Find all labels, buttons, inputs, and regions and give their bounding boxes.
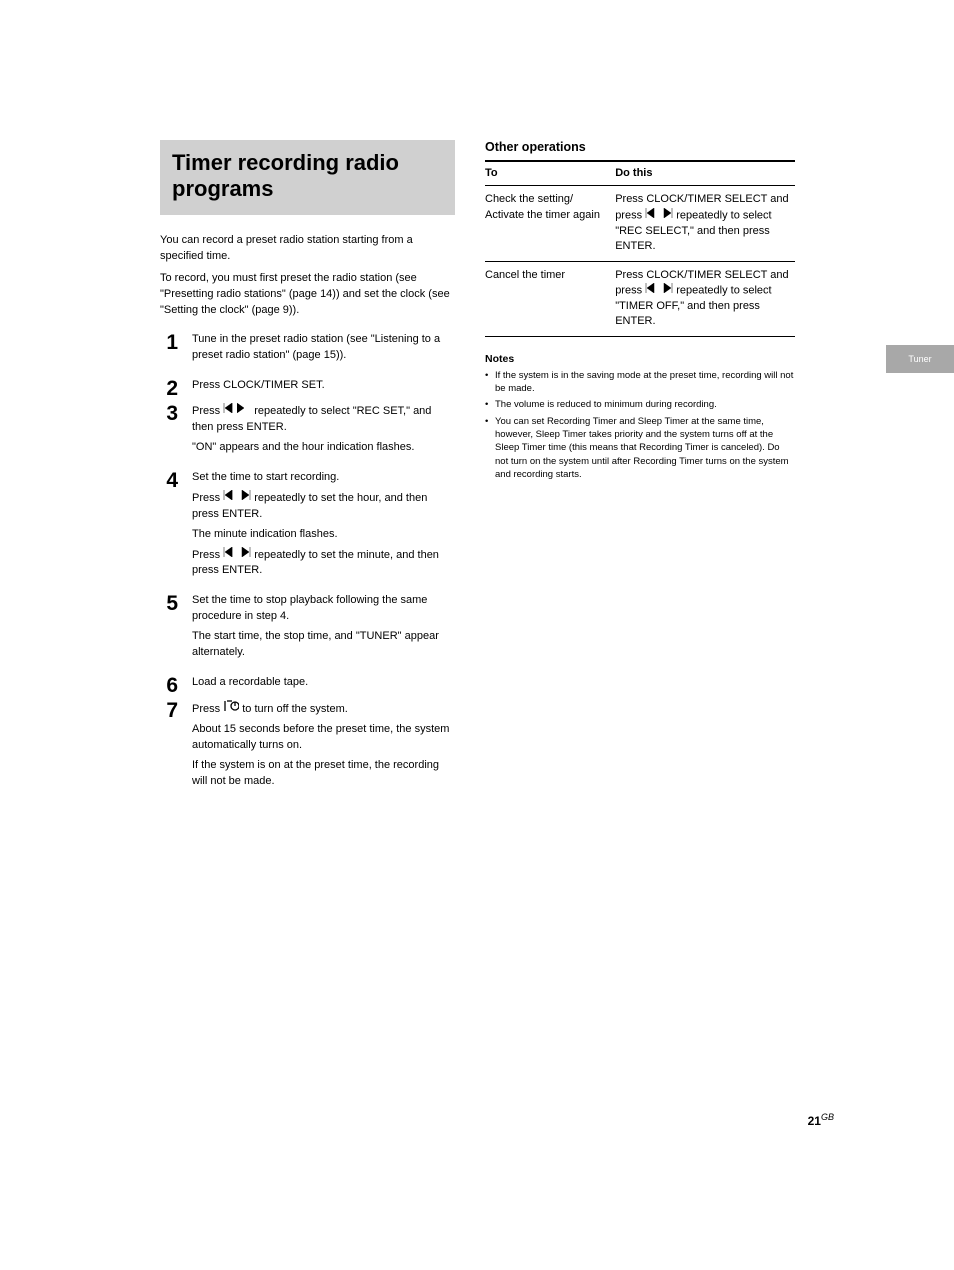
step-number: 2	[160, 378, 178, 399]
right-column: Other operations To Do this Check the se…	[485, 140, 795, 804]
table-header: Do this	[615, 162, 795, 186]
step-text: The start time, the stop time, and "TUNE…	[192, 629, 455, 661]
step-2: 2 Press CLOCK/TIMER SET.	[160, 378, 455, 399]
step-text: Press repeatedly to set the hour, and th…	[192, 490, 455, 523]
skip-icon	[645, 283, 673, 298]
page-number: 21GB	[808, 1112, 834, 1128]
step-text: If the system is on at the preset time, …	[192, 758, 455, 790]
table-header-row: To Do this	[485, 162, 795, 186]
page-content: Timer recording radio programs You can r…	[0, 0, 954, 804]
table-header: To	[485, 162, 615, 186]
step-7: 7 Press to turn off the system. About 15…	[160, 700, 455, 794]
step-number: 4	[160, 470, 178, 583]
note-item: If the system is in the saving mode at t…	[485, 369, 795, 396]
step-body: Press CLOCK/TIMER SET.	[192, 378, 455, 399]
notes-list: If the system is in the saving mode at t…	[485, 369, 795, 481]
page-suffix: GB	[821, 1112, 834, 1122]
other-operations-table: To Do this Check the setting/ Activate t…	[485, 162, 795, 337]
step-number: 5	[160, 593, 178, 665]
step-5: 5 Set the time to stop playback followin…	[160, 593, 455, 665]
skip-icon	[645, 208, 673, 223]
note-item: The volume is reduced to minimum during …	[485, 398, 795, 411]
two-column-layout: Timer recording radio programs You can r…	[160, 140, 894, 804]
step-text: Press repeatedly to set the minute, and …	[192, 547, 455, 580]
left-column: Timer recording radio programs You can r…	[160, 140, 455, 804]
step-text: About 15 seconds before the preset time,…	[192, 722, 455, 754]
page-number-value: 21	[808, 1114, 821, 1128]
side-tab: Tuner	[886, 345, 954, 373]
table-row: Cancel the timer Press CLOCK/TIMER SELEC…	[485, 261, 795, 336]
step-text: Set the time to start recording.	[192, 470, 455, 486]
step-text: "ON" appears and the hour indication fla…	[192, 440, 455, 456]
notes-heading: Notes	[485, 353, 795, 365]
step-number: 1	[160, 332, 178, 368]
intro-text: You can record a preset radio station st…	[160, 233, 455, 319]
skip-icon	[223, 403, 251, 419]
step-text: Load a recordable tape.	[192, 675, 455, 691]
step-number: 7	[160, 700, 178, 794]
step-text: Tune in the preset radio station (see "L…	[192, 332, 455, 364]
power-icon	[223, 700, 239, 718]
step-number: 3	[160, 403, 178, 460]
table-row: Check the setting/ Activate the timer ag…	[485, 186, 795, 261]
step-text: Set the time to stop playback following …	[192, 593, 455, 625]
step-text: Press CLOCK/TIMER SET.	[192, 378, 455, 394]
table-cell: Press CLOCK/TIMER SELECT and press repea…	[615, 186, 795, 261]
intro-p2: To record, you must first preset the rad…	[160, 271, 455, 319]
step-1: 1 Tune in the preset radio station (see …	[160, 332, 455, 368]
step-text: Press repeatedly to select "REC SET," an…	[192, 403, 455, 436]
title-box: Timer recording radio programs	[160, 140, 455, 215]
intro-p1: You can record a preset radio station st…	[160, 233, 455, 265]
step-6: 6 Load a recordable tape.	[160, 675, 455, 696]
table-cell: Cancel the timer	[485, 261, 615, 336]
step-body: Press to turn off the system. About 15 s…	[192, 700, 455, 794]
step-body: Tune in the preset radio station (see "L…	[192, 332, 455, 368]
other-ops-heading: Other operations	[485, 140, 795, 154]
step-3: 3 Press repeatedly to select "REC SET," …	[160, 403, 455, 460]
step-body: Load a recordable tape.	[192, 675, 455, 696]
step-4: 4 Set the time to start recording. Press…	[160, 470, 455, 583]
table-cell: Press CLOCK/TIMER SELECT and press repea…	[615, 261, 795, 336]
step-text: The minute indication flashes.	[192, 527, 455, 543]
skip-icon	[223, 490, 251, 506]
step-body: Press repeatedly to select "REC SET," an…	[192, 403, 455, 460]
step-number: 6	[160, 675, 178, 696]
step-body: Set the time to stop playback following …	[192, 593, 455, 665]
note-item: You can set Recording Timer and Sleep Ti…	[485, 415, 795, 481]
step-text: Press to turn off the system.	[192, 700, 455, 718]
table-cell: Check the setting/ Activate the timer ag…	[485, 186, 615, 261]
page-title: Timer recording radio programs	[172, 150, 443, 203]
step-body: Set the time to start recording. Press r…	[192, 470, 455, 583]
skip-icon	[223, 547, 251, 563]
